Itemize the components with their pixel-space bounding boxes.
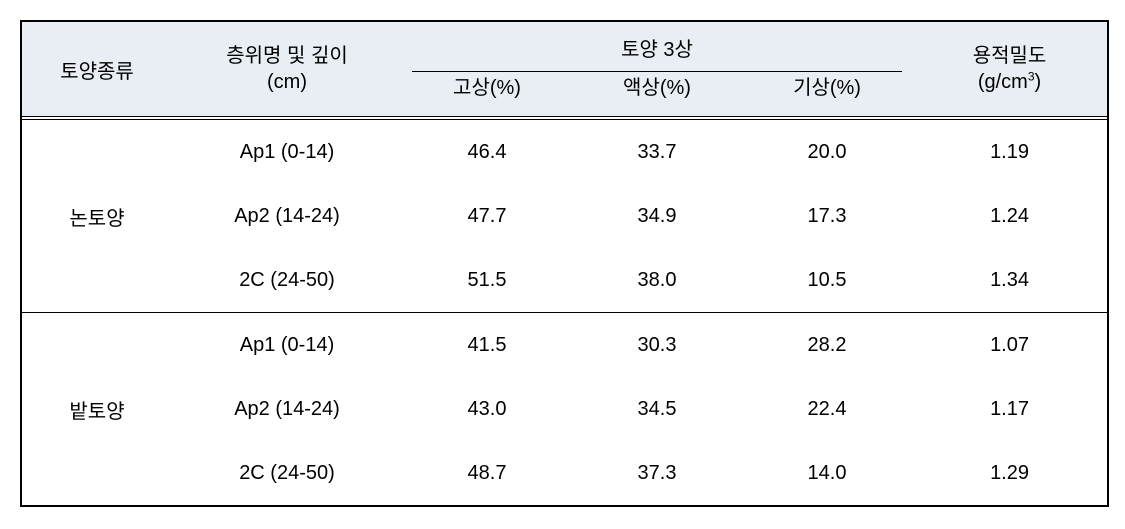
- cell-gas: 22.4: [742, 377, 912, 441]
- cell-gas: 17.3: [742, 184, 912, 248]
- table-row: Ap2 (14-24) 43.0 34.5 22.4 1.17: [22, 377, 1107, 441]
- header-density: 용적밀도 (g/cm3): [912, 22, 1107, 116]
- cell-horizon: Ap1 (0-14): [172, 120, 402, 184]
- header-horizon: 층위명 및 깊이 (cm): [172, 22, 402, 116]
- cell-density: 1.24: [912, 184, 1107, 248]
- header-density-line1: 용적밀도: [973, 45, 1047, 67]
- cell-solid: 51.5: [402, 248, 572, 313]
- cell-solid: 46.4: [402, 120, 572, 184]
- header-liquid: 액상(%): [572, 72, 742, 116]
- cell-solid: 48.7: [402, 441, 572, 505]
- table-row: 2C (24-50) 51.5 38.0 10.5 1.34: [22, 248, 1107, 313]
- table-body: 논토양 Ap1 (0-14) 46.4 33.7 20.0 1.19 Ap2 (…: [22, 116, 1107, 505]
- header-gas: 기상(%): [742, 72, 912, 116]
- soil-table: 토양종류 층위명 및 깊이 (cm) 토양 3상 용적밀도 (g/cm3) 고상…: [22, 22, 1107, 505]
- cell-liquid: 33.7: [572, 120, 742, 184]
- cell-solid: 41.5: [402, 313, 572, 377]
- cell-gas: 20.0: [742, 120, 912, 184]
- cell-horizon: Ap2 (14-24): [172, 377, 402, 441]
- cell-liquid: 38.0: [572, 248, 742, 313]
- cell-liquid: 30.3: [572, 313, 742, 377]
- cell-density: 1.17: [912, 377, 1107, 441]
- cell-gas: 10.5: [742, 248, 912, 313]
- soil-table-container: 토양종류 층위명 및 깊이 (cm) 토양 3상 용적밀도 (g/cm3) 고상…: [20, 20, 1109, 507]
- cell-solid: 47.7: [402, 184, 572, 248]
- table-header: 토양종류 층위명 및 깊이 (cm) 토양 3상 용적밀도 (g/cm3) 고상…: [22, 22, 1107, 116]
- header-phase-group-label: 토양 3상: [621, 39, 693, 61]
- header-phase-group: 토양 3상: [402, 22, 912, 72]
- header-horizon-line1: 층위명 및 깊이: [226, 45, 348, 67]
- header-density-sup: 3: [1028, 69, 1035, 83]
- cell-horizon: 2C (24-50): [172, 441, 402, 505]
- header-density-line2-suffix: ): [1035, 71, 1042, 93]
- cell-density: 1.34: [912, 248, 1107, 313]
- cell-soil-type: 논토양: [22, 120, 172, 313]
- phase-underline: [412, 71, 902, 72]
- cell-density: 1.19: [912, 120, 1107, 184]
- table-row: 밭토양 Ap1 (0-14) 41.5 30.3 28.2 1.07: [22, 313, 1107, 377]
- header-density-line2-prefix: (g/cm: [978, 71, 1028, 93]
- cell-solid: 43.0: [402, 377, 572, 441]
- cell-gas: 28.2: [742, 313, 912, 377]
- header-horizon-line2: (cm): [267, 71, 307, 93]
- cell-density: 1.29: [912, 441, 1107, 505]
- cell-horizon: 2C (24-50): [172, 248, 402, 313]
- header-solid: 고상(%): [402, 72, 572, 116]
- cell-liquid: 34.5: [572, 377, 742, 441]
- table-row: Ap2 (14-24) 47.7 34.9 17.3 1.24: [22, 184, 1107, 248]
- table-row: 2C (24-50) 48.7 37.3 14.0 1.29: [22, 441, 1107, 505]
- cell-soil-type: 밭토양: [22, 313, 172, 505]
- cell-horizon: Ap2 (14-24): [172, 184, 402, 248]
- cell-liquid: 37.3: [572, 441, 742, 505]
- table-row: 논토양 Ap1 (0-14) 46.4 33.7 20.0 1.19: [22, 120, 1107, 184]
- cell-horizon: Ap1 (0-14): [172, 313, 402, 377]
- cell-gas: 14.0: [742, 441, 912, 505]
- header-soil-type: 토양종류: [22, 22, 172, 116]
- cell-liquid: 34.9: [572, 184, 742, 248]
- cell-density: 1.07: [912, 313, 1107, 377]
